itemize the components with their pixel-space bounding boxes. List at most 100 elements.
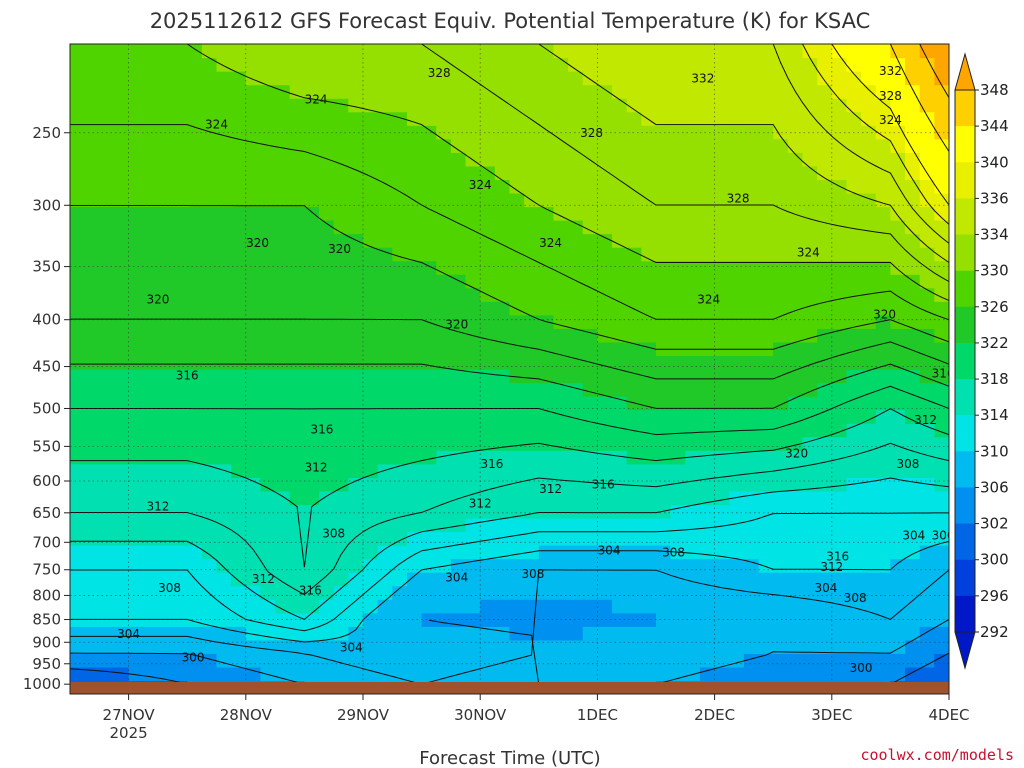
field-cell [699,233,716,248]
field-cell [699,152,716,167]
field-cell [685,653,701,668]
field-cell [450,314,467,329]
field-cell [304,260,320,275]
field-cell [890,585,906,600]
field-cell [861,138,877,153]
field-cell [670,423,686,438]
field-cell [524,504,540,519]
field-cell [905,233,921,248]
field-cell [216,450,232,465]
field-cell [245,450,262,465]
field-cell [773,504,789,519]
field-cell [128,138,144,153]
field-cell [348,653,364,668]
field-cell [450,98,467,113]
field-cell [275,314,291,329]
field-cell [612,301,628,316]
field-cell [656,423,672,438]
field-cell [231,314,247,329]
field-cell [905,572,921,587]
field-cell [275,98,291,113]
field-cell [421,612,437,627]
field-cell [758,220,774,235]
field-cell [99,206,115,221]
field-cell [875,585,891,600]
field-cell [216,125,232,140]
field-cell [436,463,452,478]
field-cell [128,558,144,573]
field-cell [846,111,862,126]
field-cell [363,314,379,329]
field-cell [597,152,613,167]
field-cell [875,545,891,560]
field-cell [172,152,188,167]
field-cell [714,572,730,587]
time-tick-label: 3DEC [811,706,852,724]
field-cell [787,369,804,384]
field-cell [172,517,188,533]
field-cell [597,192,613,208]
field-cell [99,328,115,343]
field-cell [714,599,730,614]
field-cell [436,504,452,519]
field-cell [758,260,774,275]
field-cell [831,220,848,235]
field-cell [568,585,584,600]
field-cell [934,450,949,465]
field-cell [304,517,320,533]
field-cell [846,220,862,235]
field-cell [641,490,657,506]
field-cell [128,152,144,167]
field-cell [245,274,262,289]
field-cell [802,409,818,424]
field-cell [714,165,730,181]
field-cell [348,44,364,59]
field-cell [289,463,305,478]
field-cell [890,558,906,573]
field-cell [436,396,452,411]
x-axis-label: Forecast Time (UTC) [419,748,600,768]
field-cell [699,274,716,289]
field-cell [524,179,540,194]
field-cell [729,247,745,262]
field-cell [641,666,657,682]
field-cell [304,84,320,99]
field-cell [773,125,789,140]
field-cell [333,192,349,208]
field-cell [392,220,408,235]
field-cell [875,490,891,506]
field-cell [817,220,833,235]
field-cell [245,369,262,384]
field-cell [802,247,818,262]
field-cell [568,260,584,275]
field-cell [172,260,188,275]
field-cell [817,152,833,167]
field-cell [699,436,716,451]
field-cell [348,396,364,411]
field-cell [729,206,745,221]
field-cell [157,517,174,533]
pressure-tick-label: 500 [32,399,61,417]
field-cell [934,233,949,248]
field-cell [802,192,818,208]
field-cell [612,666,628,682]
field-cell [509,517,525,533]
field-cell [670,666,686,682]
field-cell [275,84,291,99]
field-cell [436,192,452,208]
field-cell [216,220,232,235]
field-cell [480,639,496,654]
field-cell [568,626,584,641]
field-cell [787,666,804,682]
field-cell [890,599,906,614]
field-cell [861,653,877,668]
field-cell [831,369,848,384]
field-cell [524,558,540,573]
field-cell [333,558,349,573]
field-cell [216,423,232,438]
field-cell [553,517,569,533]
field-cell [319,287,335,302]
field-cell [905,477,921,492]
field-cell [450,369,467,384]
credit-link[interactable]: coolwx.com/models [860,746,1014,764]
